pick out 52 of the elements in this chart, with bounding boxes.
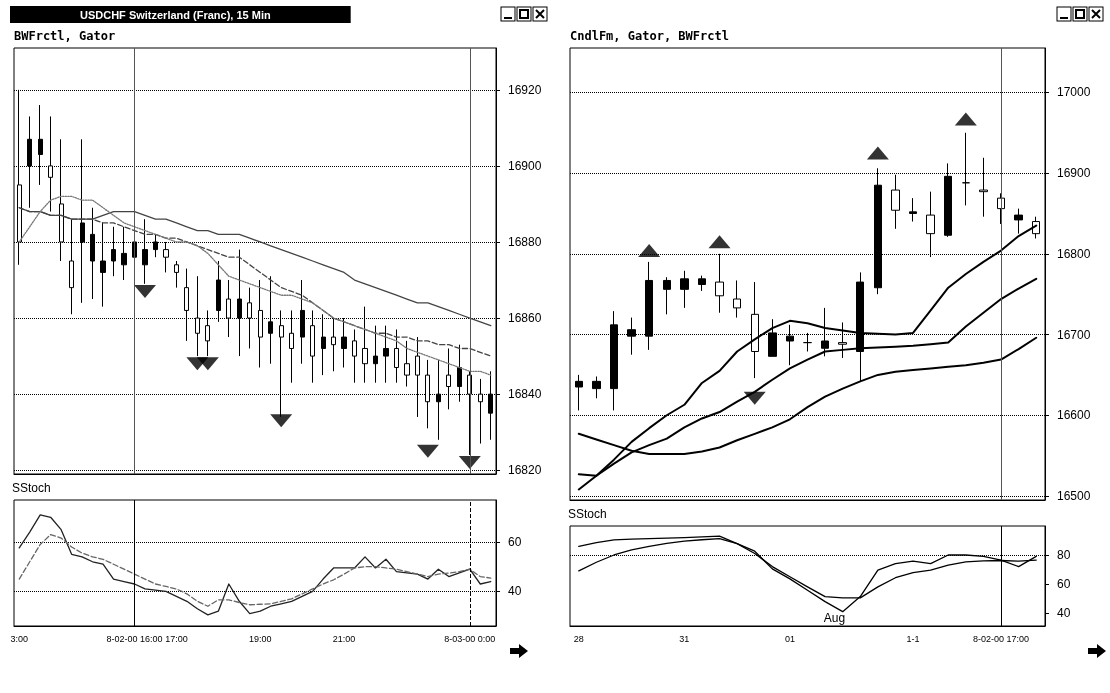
y-tick-label: 16820 [508,463,542,478]
y-tick-label: 40 [508,584,522,599]
chart-subtitle: BWFrctl, Gator [14,29,116,43]
chart-title: SStoch [568,507,607,521]
y-tick-label: 17000 [1057,85,1091,100]
y-tick-label: 60 [508,535,522,549]
annotation: Aug [823,611,846,625]
y-tick-label: 16600 [1057,408,1091,423]
candlestick [698,275,706,292]
candlestick [680,270,689,309]
y-tick-label: 16800 [1057,246,1091,261]
x-tick-label: 8-03-00 0:00 [444,633,496,644]
candlestick [733,279,741,319]
y-tick-label: 16860 [508,311,542,326]
x-tick-label: 21:00 [332,633,356,644]
candlestick [394,328,399,384]
line-series [18,533,492,607]
y-tick-label: 16900 [1057,166,1091,181]
x-tick-label: 19:00 [248,633,272,644]
y-tick-label: 16700 [1057,327,1091,342]
candlestick [891,174,900,230]
candlestick [383,325,389,384]
y-tick-label: 16900 [508,158,542,173]
candlestick [592,376,601,399]
candlestick [174,260,179,289]
chart-title: SStoch [12,481,51,495]
candlestick [373,325,378,384]
x-tick-label: 31 [679,633,690,644]
y-tick-label: 80 [1057,547,1071,562]
candlestick [331,317,336,372]
y-tick-label: 16840 [508,387,542,402]
x-tick-label: 17:00 [165,633,188,644]
y-tick-label: 60 [1057,576,1071,591]
candlestick [404,340,410,388]
candlestick [575,374,583,411]
y-tick-label: 16880 [508,234,542,249]
chart-title: USDCHF Switzerland (Franc), 15 Min [80,8,271,21]
chart-subtitle: CndlFm, Gator, BWFrctl [570,29,729,43]
x-tick-label: 3:00 [10,633,28,644]
x-tick-label: 1-1 [906,633,920,644]
line-series [18,195,492,376]
x-tick-label: 8-02-00 17:00 [973,633,1030,644]
candlestick [352,328,357,384]
x-tick-label: 8-02-00 16:00 [106,633,163,644]
y-tick-label: 16500 [1057,488,1091,503]
candlestick [663,276,671,315]
x-tick-label: 01 [784,633,795,644]
y-tick-label: 16920 [508,82,542,97]
candlestick [909,197,917,223]
y-tick-label: 40 [1057,605,1071,620]
line-series [18,514,492,616]
x-tick-label: 28 [573,633,584,644]
